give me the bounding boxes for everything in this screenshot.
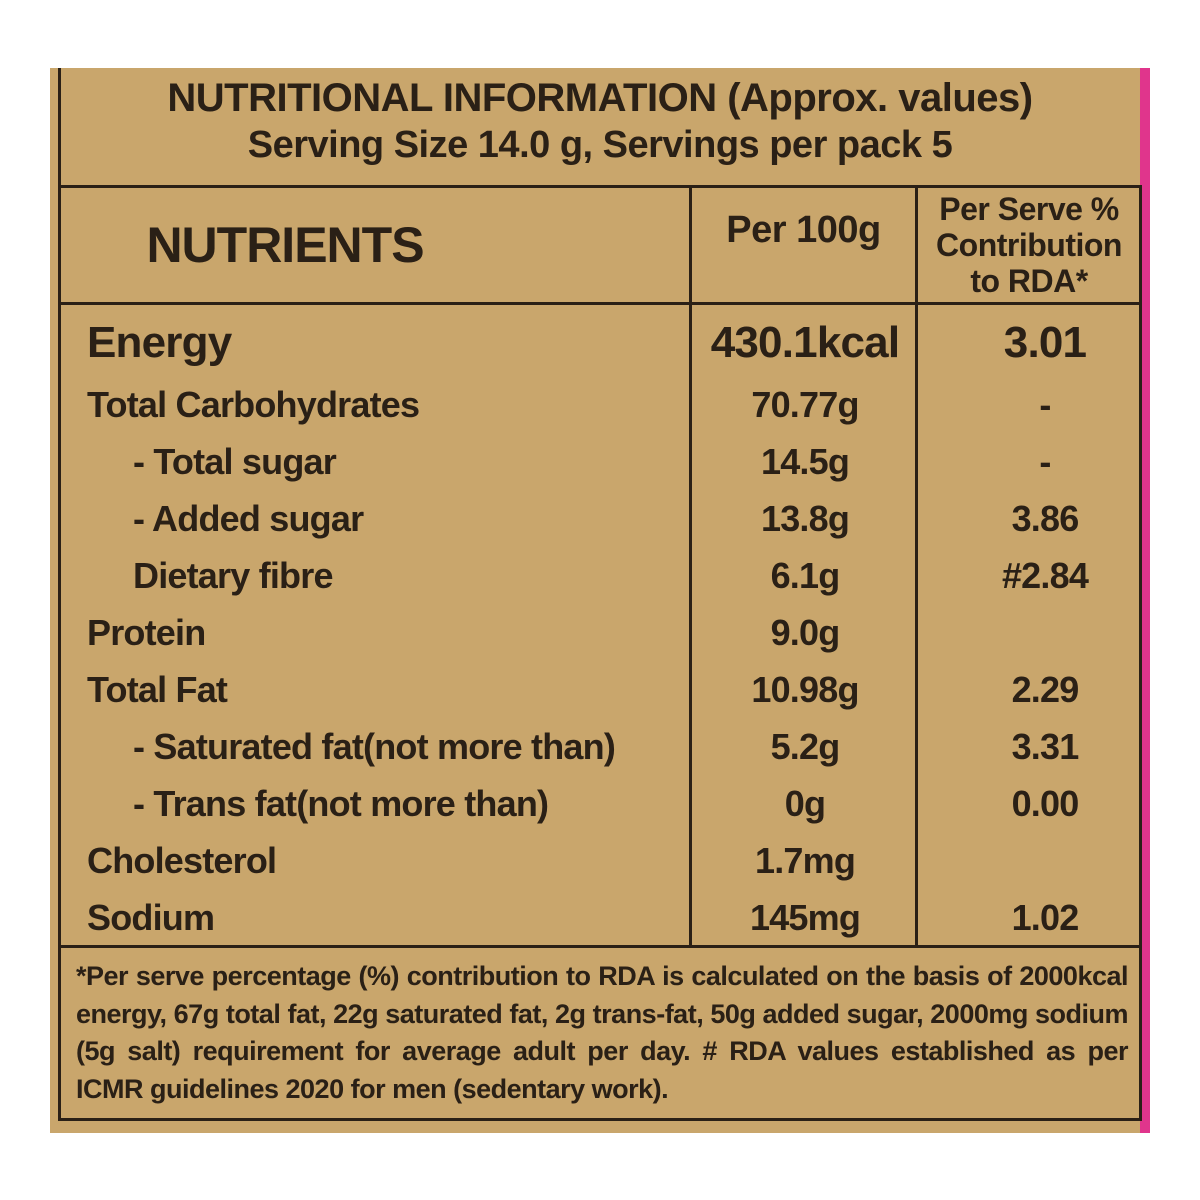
table-cell: Dietary fibre (133, 555, 333, 596)
title: NUTRITIONAL INFORMATION (Approx. values) (167, 76, 1033, 120)
border (58, 945, 1142, 948)
column-header: Per Serve % Contribution to RDA* (936, 191, 1122, 299)
table-cell: 3.01 (1003, 318, 1087, 367)
table-cell: Protein (87, 612, 206, 653)
table-cell: - Added sugar (133, 498, 364, 539)
table-cell: 14.5g (760, 441, 850, 482)
pink-strip (1140, 68, 1150, 1133)
table-cell: - Saturated fat(not more than) (133, 726, 616, 767)
table-cell: - (1039, 441, 1051, 482)
table-cell: 0g (784, 783, 826, 824)
table-row: Dietary fibre 6.1g #2.84 (60, 547, 1140, 604)
table-row: - Saturated fat(not more than) 5.2g 3.31 (60, 718, 1140, 775)
column-header: Per 100g (726, 209, 881, 251)
label-panel (50, 68, 1140, 1133)
table-cell: 10.98g (751, 669, 859, 710)
table-cell: 145mg (749, 897, 861, 938)
table-row: Protein 9.0g (60, 604, 1140, 661)
table-cell: 1.02 (1011, 897, 1080, 938)
table-cell: Energy (87, 318, 232, 367)
table-cell: 1.7mg (754, 840, 856, 881)
table-cell: Cholesterol (87, 840, 277, 881)
table-row: Energy 430.1kcal 3.01 (60, 314, 1140, 371)
subtitle: Serving Size 14.0 g, Servings per pack 5 (247, 124, 953, 166)
table-cell: Total Fat (87, 669, 228, 710)
table-cell: 70.77g (751, 384, 859, 425)
border (58, 68, 61, 188)
table-cell: 6.1g (770, 555, 841, 596)
table-cell: - Trans fat(not more than) (133, 783, 549, 824)
table-row: Sodium 145mg 1.02 (60, 889, 1140, 946)
border (58, 302, 1142, 305)
table-row: - Total sugar 14.5g - (60, 433, 1140, 490)
table-cell: 5.2g (770, 726, 841, 767)
table-cell: Sodium (87, 897, 215, 938)
table-cell: 0.00 (1011, 783, 1080, 824)
table-border (58, 185, 1142, 1121)
border (689, 185, 692, 948)
table-cell: 9.0g (770, 612, 841, 653)
table-row: Total Carbohydrates 70.77g - (60, 376, 1140, 433)
table-cell: 3.31 (1011, 726, 1080, 767)
footnote: *Per serve percentage (%) contribution t… (76, 961, 1129, 1104)
table-cell: - Total sugar (133, 441, 337, 482)
table-cell: 13.8g (760, 498, 850, 539)
table-cell: #2.84 (1001, 555, 1089, 596)
table-cell: - (1039, 384, 1051, 425)
table-row: Total Fat 10.98g 2.29 (60, 661, 1140, 718)
table-cell: 2.29 (1011, 669, 1080, 710)
table-cell: Total Carbohydrates (87, 384, 420, 425)
table-row: - Added sugar 13.8g 3.86 (60, 490, 1140, 547)
table-row: - Trans fat(not more than) 0g 0.00 (60, 775, 1140, 832)
table-cell: 3.86 (1011, 498, 1080, 539)
border (915, 185, 918, 948)
table-cell: 430.1kcal (710, 318, 900, 367)
column-header: NUTRIENTS (146, 217, 424, 273)
table-row: Cholesterol 1.7mg (60, 832, 1140, 889)
